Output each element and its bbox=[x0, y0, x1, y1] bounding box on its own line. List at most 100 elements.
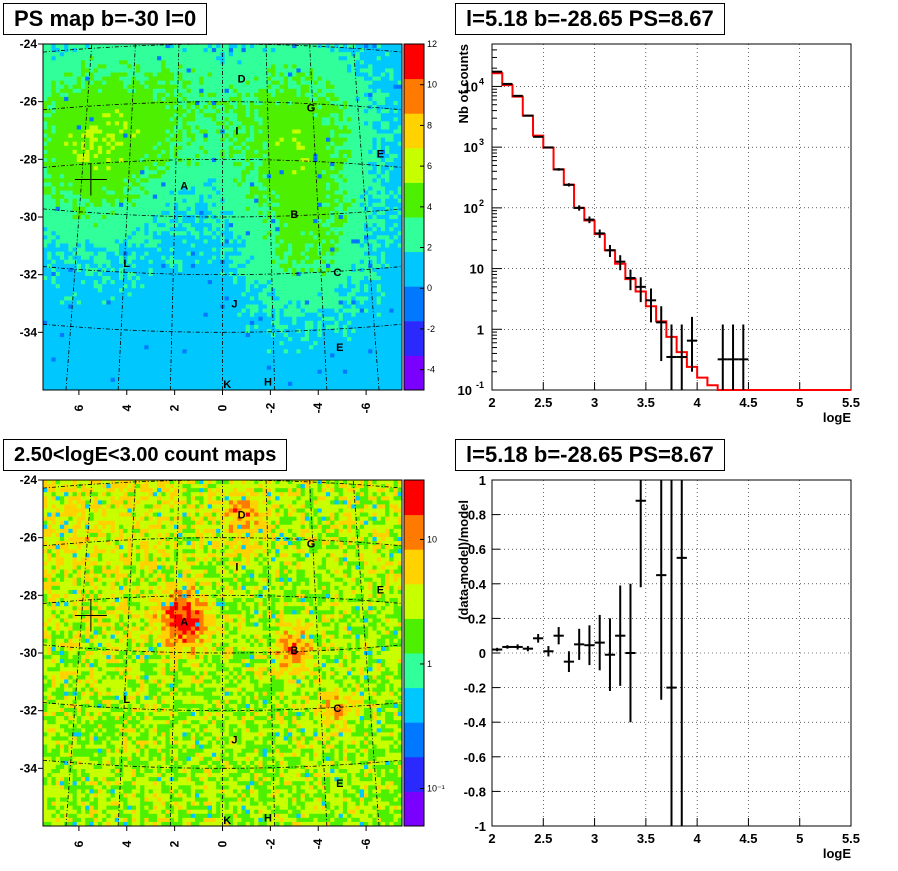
map-cell bbox=[249, 353, 255, 358]
map-cell bbox=[211, 333, 217, 338]
map-cell bbox=[148, 365, 154, 371]
map-cell bbox=[89, 170, 95, 175]
map-cell bbox=[249, 227, 255, 232]
map-cell bbox=[195, 373, 200, 379]
map-cell bbox=[186, 182, 192, 187]
map-cell bbox=[148, 202, 154, 208]
map-cell bbox=[211, 231, 217, 236]
map-cell bbox=[55, 353, 61, 358]
map-cell bbox=[102, 145, 107, 151]
map-cell bbox=[207, 214, 213, 220]
map-cell bbox=[199, 129, 204, 135]
map-cell bbox=[135, 170, 141, 175]
map-cell bbox=[97, 276, 103, 281]
map-cell bbox=[182, 198, 188, 204]
map-cell bbox=[64, 373, 69, 379]
map-cell bbox=[216, 353, 221, 358]
map-cell bbox=[216, 247, 221, 253]
map-cell bbox=[228, 259, 234, 265]
map-cell bbox=[89, 328, 95, 334]
map-cell bbox=[207, 210, 213, 216]
map-cell bbox=[102, 125, 107, 130]
map-cell bbox=[182, 121, 188, 126]
map-cell bbox=[119, 284, 124, 289]
map-cell bbox=[72, 84, 78, 90]
map-cell bbox=[216, 162, 221, 167]
map-cell bbox=[254, 219, 259, 224]
map-cell bbox=[237, 64, 243, 69]
map-cell bbox=[93, 52, 99, 57]
map-cell bbox=[68, 219, 74, 224]
map-cell bbox=[279, 76, 285, 82]
map-cell bbox=[241, 149, 247, 155]
map-cell bbox=[165, 316, 171, 322]
map-cell bbox=[224, 166, 230, 171]
map-cell bbox=[228, 349, 234, 354]
map-cell bbox=[233, 280, 238, 285]
map-cell bbox=[43, 349, 48, 354]
map-cell bbox=[249, 328, 255, 334]
map-cell bbox=[152, 333, 158, 338]
map-cell bbox=[157, 141, 162, 147]
map-cell bbox=[144, 178, 150, 183]
map-cell bbox=[173, 137, 179, 143]
map-cell bbox=[287, 288, 293, 293]
map-cell bbox=[228, 316, 234, 322]
map-cell bbox=[203, 280, 209, 285]
map-cell bbox=[97, 304, 103, 310]
map-cell bbox=[275, 312, 281, 318]
map-cell bbox=[157, 190, 162, 196]
map-cell bbox=[245, 328, 251, 334]
map-cell bbox=[211, 263, 217, 269]
map-cell bbox=[228, 227, 234, 232]
map-cell bbox=[224, 308, 230, 314]
map-cell bbox=[199, 121, 204, 126]
map-cell bbox=[279, 56, 285, 61]
map-cell bbox=[110, 190, 116, 196]
map-cell bbox=[148, 141, 154, 147]
map-cell bbox=[216, 243, 221, 249]
map-cell bbox=[203, 178, 209, 183]
map-cell bbox=[233, 341, 238, 346]
map-cell bbox=[51, 320, 57, 326]
map-cell bbox=[195, 210, 200, 216]
map-cell bbox=[190, 182, 196, 187]
map-cell bbox=[85, 121, 90, 126]
map-cell bbox=[157, 227, 162, 232]
map-cell bbox=[271, 381, 276, 387]
map-cell bbox=[148, 324, 154, 330]
map-cell bbox=[178, 170, 183, 175]
map-cell bbox=[207, 357, 213, 363]
map-cell bbox=[241, 239, 247, 244]
map-cell bbox=[64, 296, 69, 301]
map-cell bbox=[140, 80, 145, 86]
map-cell bbox=[275, 304, 281, 310]
map-cell bbox=[207, 231, 213, 236]
map-cell bbox=[186, 157, 192, 163]
map-cell bbox=[85, 349, 90, 354]
map-cell bbox=[195, 141, 200, 147]
map-cell bbox=[114, 48, 120, 53]
map-cell bbox=[283, 72, 289, 78]
map-cell bbox=[144, 276, 150, 281]
map-cell bbox=[131, 377, 137, 383]
map-cell bbox=[43, 361, 48, 367]
map-cell bbox=[51, 190, 57, 196]
map-cell bbox=[51, 178, 57, 183]
map-cell bbox=[233, 141, 238, 147]
map-cell bbox=[131, 223, 137, 228]
map-cell bbox=[119, 60, 124, 65]
map-cell bbox=[157, 369, 162, 375]
map-cell bbox=[114, 324, 120, 330]
map-cell bbox=[287, 223, 293, 228]
map-cell bbox=[106, 377, 112, 383]
map-cell bbox=[161, 239, 166, 244]
map-cell bbox=[173, 190, 179, 196]
map-cell bbox=[249, 129, 255, 135]
map-cell bbox=[81, 219, 86, 224]
map-cell bbox=[186, 149, 192, 155]
map-cell bbox=[186, 227, 192, 232]
map-cell bbox=[64, 276, 69, 281]
map-cell bbox=[165, 320, 171, 326]
map-cell bbox=[131, 194, 137, 200]
